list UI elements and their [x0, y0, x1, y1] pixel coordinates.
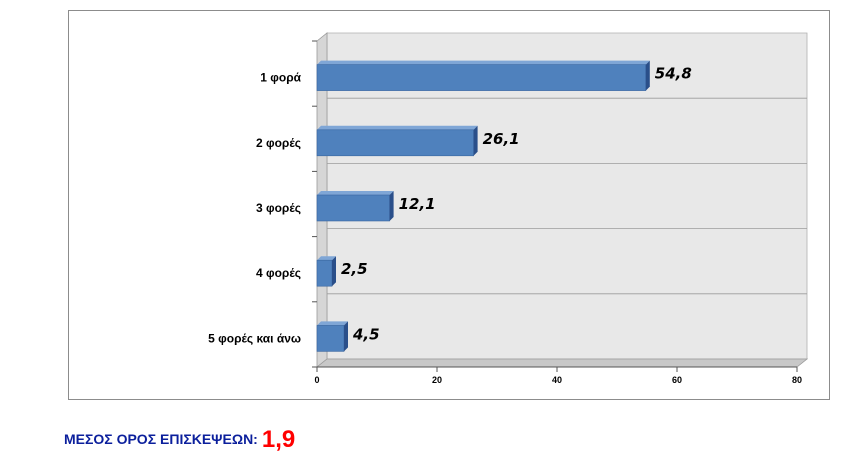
- average-visits-value: 1,9: [261, 426, 296, 453]
- average-visits-summary: ΜΕΣΟΣ ΟΡΟΣ ΕΠΙΣΚΕΨΕΩΝ: 1,9: [64, 426, 295, 454]
- chart-bars: [316, 60, 650, 352]
- bar-chart: 0 20 40 60 80 54,8 1 φορά 26,1 2 φορές 12,1 3 φορέ…: [208, 32, 809, 385]
- category-label: 1 φορά: [260, 71, 301, 85]
- average-visits-label: ΜΕΣΟΣ ΟΡΟΣ ΕΠΙΣΚΕΨΕΩΝ:: [64, 431, 258, 447]
- chart-gridlines: [312, 40, 807, 372]
- bar-value-label: 54,8: [655, 65, 692, 83]
- x-tick-label: 20: [432, 375, 442, 385]
- bar-end-face: [389, 191, 394, 221]
- bar-end-face: [344, 321, 348, 352]
- bar-top-face: [317, 125, 478, 130]
- bar-top-face: [317, 256, 336, 261]
- bar-top-face: [317, 60, 650, 65]
- chart-floor: [315, 358, 809, 368]
- bar-value-label: 12,1: [399, 195, 436, 213]
- category-label: 4 φορές: [256, 266, 301, 280]
- bar: [316, 64, 647, 91]
- bar-top-face: [317, 321, 348, 326]
- chart-labels: 0 20 40 60 80 54,8 1 φορά 26,1 2 φορές 12,1 3 φορέ…: [208, 65, 802, 385]
- x-tick-label: 60: [672, 375, 682, 385]
- category-label: 5 φορές και άνω: [208, 331, 301, 345]
- bar: [316, 129, 474, 157]
- bar: [316, 194, 390, 222]
- bar: [316, 259, 333, 287]
- category-label: 3 φορές: [256, 201, 301, 215]
- chart-frame: 0 20 40 60 80 54,8 1 φορά 26,1 2 φορές 12,1 3 φορέ…: [68, 10, 830, 400]
- bar-value-label: 26,1: [483, 130, 520, 148]
- category-label: 2 φορές: [256, 136, 301, 150]
- bar-value-label: 2,5: [341, 260, 368, 278]
- chart-plot-area: [315, 32, 809, 368]
- bar-end-face: [645, 60, 650, 91]
- x-tick-label: 40: [552, 375, 562, 385]
- x-tick-label: 0: [314, 375, 319, 385]
- bar-end-face: [473, 125, 478, 156]
- bar-value-label: 4,5: [352, 325, 380, 343]
- bar-end-face: [332, 256, 336, 287]
- bar: [316, 325, 345, 352]
- x-tick-label: 80: [792, 375, 802, 385]
- bar-top-face: [317, 191, 394, 195]
